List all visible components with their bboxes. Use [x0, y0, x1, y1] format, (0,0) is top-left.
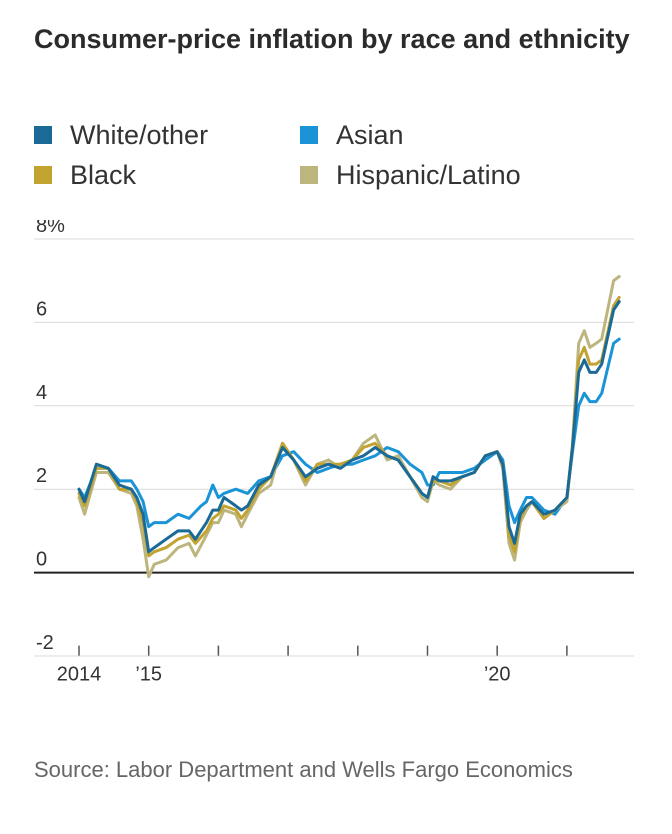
legend: White/other Asian Black Hispanic/Latino [34, 115, 654, 199]
legend-item-white-other: White/other [34, 115, 208, 155]
x-tick-label-2020: ’20 [484, 664, 511, 686]
series-line-asian [77, 337, 621, 529]
legend-label-white-other: White/other [70, 119, 209, 150]
x-tick-label-2015: ’15 [135, 664, 162, 686]
legend-swatch-asian [300, 126, 318, 144]
series-lines [77, 275, 621, 579]
y-tick-label-neg2: -2 [36, 632, 54, 654]
legend-swatch-black [34, 166, 52, 184]
legend-item-black: Black [34, 155, 136, 195]
legend-label-asian: Asian [336, 119, 404, 150]
series-line-black [77, 295, 621, 558]
legend-label-black: Black [70, 159, 137, 190]
legend-label-hispanic-latino: Hispanic/Latino [336, 159, 521, 190]
gridlines [34, 238, 634, 657]
legend-swatch-hispanic-latino [300, 166, 318, 184]
y-tick-label-6: 6 [36, 298, 47, 320]
legend-swatch-white-other [34, 126, 52, 144]
series-line-hispanic-latino [77, 275, 621, 579]
y-tick-label-8: 8% [36, 220, 65, 237]
y-tick-label-0: 0 [36, 549, 47, 571]
series-line-white-other [77, 300, 621, 554]
x-axis-ticks [78, 645, 568, 656]
y-tick-label-4: 4 [36, 382, 47, 404]
x-tick-label-2014: 2014 [57, 664, 102, 686]
source-note: Source: Labor Department and Wells Fargo… [34, 757, 573, 782]
legend-item-asian: Asian [300, 115, 404, 155]
legend-item-hispanic-latino: Hispanic/Latino [300, 155, 521, 195]
chart-title: Consumer-price inflation by race and eth… [34, 24, 630, 54]
y-tick-label-2: 2 [36, 465, 47, 487]
